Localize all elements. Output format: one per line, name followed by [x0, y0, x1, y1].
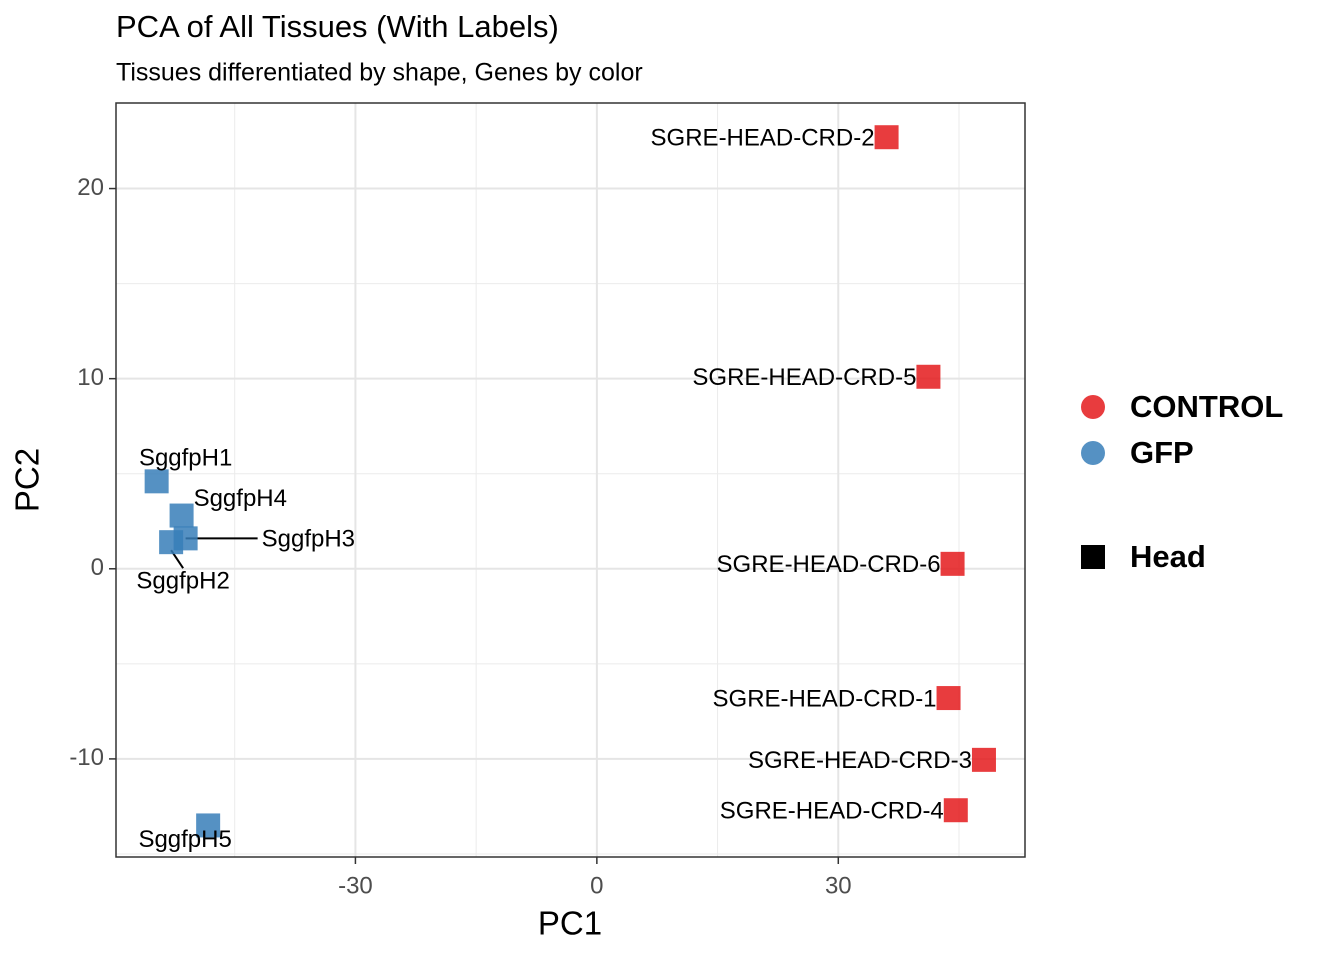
point [196, 813, 221, 838]
point [159, 530, 184, 555]
point-label: SGRE-HEAD-CRD-1 [713, 685, 937, 712]
legend-swatch [1081, 441, 1105, 465]
point-label: SGRE-HEAD-CRD-2 [651, 125, 875, 152]
point-label: SGRE-HEAD-CRD-6 [717, 551, 941, 578]
legend-label: CONTROL [1130, 389, 1283, 424]
legend-swatch [1081, 395, 1105, 419]
point [144, 469, 169, 494]
point [169, 503, 194, 528]
point-label: SGRE-HEAD-CRD-3 [748, 747, 972, 774]
x-tick-label: 0 [590, 872, 603, 899]
y-axis-label: PC2 [9, 448, 46, 512]
point [874, 125, 899, 150]
point [971, 747, 996, 772]
chart-title: PCA of All Tissues (With Labels) [116, 9, 559, 44]
point-label: SggfpH2 [136, 568, 229, 595]
point [936, 686, 961, 711]
point-label: SggfpH3 [262, 526, 355, 553]
point [943, 798, 968, 823]
point-label: SggfpH1 [139, 445, 232, 472]
plot-border [115, 102, 1026, 858]
y-tick-label: 20 [77, 174, 104, 201]
legend-shape [1081, 545, 1105, 569]
point-label: SggfpH4 [194, 485, 287, 512]
x-tick-label: -30 [338, 872, 373, 899]
x-tick-label: 30 [825, 872, 852, 899]
legend-label: Head [1130, 539, 1206, 574]
chart-subtitle: Tissues differentiated by shape, Genes b… [116, 59, 643, 87]
y-tick-label: 0 [91, 554, 104, 581]
x-axis-label: PC1 [538, 905, 602, 942]
y-tick-label: 10 [77, 364, 104, 391]
point-label: SGRE-HEAD-CRD-5 [692, 364, 916, 391]
point [916, 364, 941, 389]
point-label: SGRE-HEAD-CRD-4 [720, 798, 944, 825]
legend-label: GFP [1130, 435, 1194, 470]
y-tick-label: -10 [69, 744, 104, 771]
point [940, 551, 965, 576]
point-label: SggfpH5 [138, 826, 231, 853]
